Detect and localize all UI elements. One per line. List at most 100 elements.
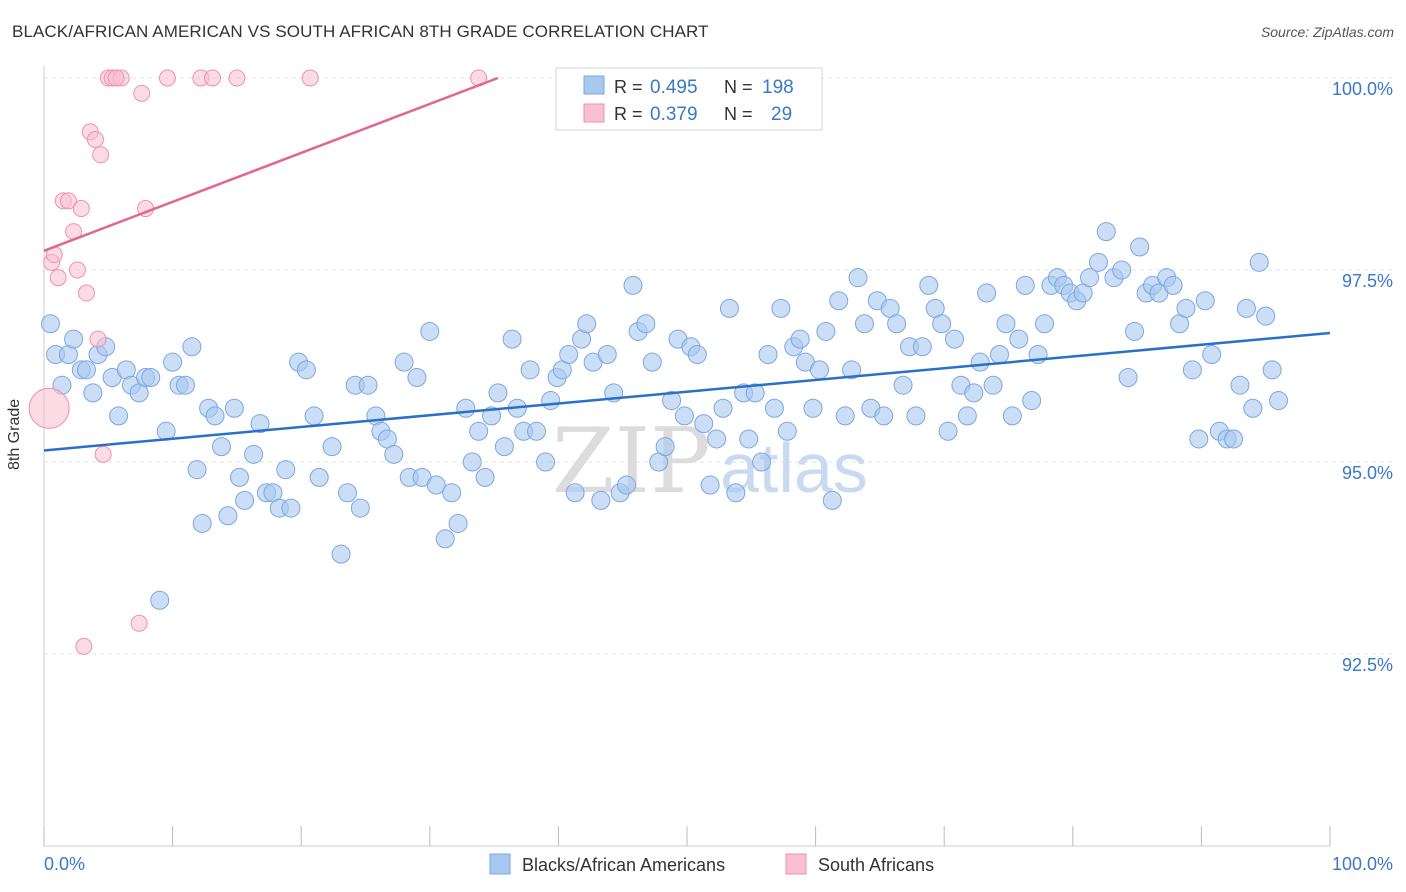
y-tick-labels: 92.5% 95.0% 97.5% 100.0% [1332, 79, 1393, 675]
data-point-blacks [482, 406, 502, 426]
data-point-blacks [488, 383, 508, 403]
data-point-blacks [1118, 368, 1138, 388]
data-point-blacks [700, 475, 720, 495]
data-point-blacks [448, 513, 468, 533]
data-point-blacks [874, 406, 894, 426]
y-tick-label: 97.5% [1342, 271, 1393, 291]
data-point-blacks [565, 483, 585, 503]
data-point-blacks [964, 383, 984, 403]
trend-line-blacks [43, 331, 1331, 452]
data-point-blacks [141, 368, 161, 388]
data-point-blacks [309, 467, 329, 487]
data-point-blacks [1002, 406, 1022, 426]
data-point-blacks [426, 475, 446, 495]
data-point-blacks [739, 429, 759, 449]
data-point-blacks [816, 321, 836, 341]
data-point-south-africans [75, 637, 93, 655]
data-point-south-africans [228, 69, 246, 87]
data-point-blacks [541, 391, 561, 411]
data-point-blacks [218, 506, 238, 526]
data-point-blacks [1224, 429, 1244, 449]
data-point-blacks [977, 283, 997, 303]
data-point-blacks [803, 398, 823, 418]
data-point-south-africans [68, 261, 86, 279]
data-point-blacks [1125, 321, 1145, 341]
legend-n-value-2: 29 [771, 104, 792, 125]
data-point-blacks [469, 421, 489, 441]
data-point-blacks [281, 498, 301, 518]
data-point-blacks [109, 406, 129, 426]
data-point-blacks [642, 352, 662, 372]
legend-n-value-1: 198 [762, 77, 794, 98]
data-point-blacks [1080, 268, 1100, 288]
data-point-blacks [809, 360, 829, 380]
data-point-blacks [944, 329, 964, 349]
data-point-blacks [462, 452, 482, 472]
data-point-blacks [893, 375, 913, 395]
data-point-blacks [502, 329, 522, 349]
data-point-blacks [1035, 314, 1055, 334]
data-point-blacks [752, 452, 772, 472]
data-point-blacks [304, 406, 324, 426]
data-point-south-africans [94, 445, 112, 463]
data-point-blacks [276, 460, 296, 480]
data-point-blacks [40, 314, 60, 334]
data-point-blacks [674, 406, 694, 426]
data-point-blacks [989, 344, 1009, 364]
data-point-blacks [350, 498, 370, 518]
data-point-blacks [224, 398, 244, 418]
data-point-blacks [1256, 306, 1276, 326]
data-point-blacks [617, 475, 637, 495]
data-point-south-africans [59, 192, 77, 210]
data-point-blacks [713, 398, 733, 418]
data-point-blacks [829, 291, 849, 311]
data-point-blacks [636, 314, 656, 334]
data-point-blacks [1022, 391, 1042, 411]
data-point-blacks [777, 421, 797, 441]
data-point-blacks [1015, 275, 1035, 295]
data-point-blacks [687, 344, 707, 364]
data-point-south-africans [133, 84, 151, 102]
data-point-blacks [996, 314, 1016, 334]
data-point-blacks [1195, 291, 1215, 311]
data-point-blacks [835, 406, 855, 426]
data-point-blacks [662, 391, 682, 411]
data-point-blacks [1176, 298, 1196, 318]
data-point-blacks [938, 421, 958, 441]
data-point-blacks [536, 452, 556, 472]
x-tick-labels: 0.0% 100.0% [44, 854, 1393, 874]
data-point-blacks [331, 544, 351, 564]
series-blacks-points [40, 222, 1289, 610]
data-point-blacks [758, 344, 778, 364]
data-point-blacks [394, 352, 414, 372]
data-point-blacks [919, 275, 939, 295]
data-point-blacks [527, 421, 547, 441]
data-point-blacks [842, 360, 862, 380]
data-point-blacks [1163, 275, 1183, 295]
data-point-south-africans [92, 146, 110, 164]
x-tick-label: 0.0% [44, 854, 85, 874]
data-point-blacks [854, 314, 874, 334]
data-point-blacks [250, 414, 270, 434]
data-point-blacks [83, 383, 103, 403]
source-label: Source: ZipAtlas.com [1260, 24, 1394, 40]
data-point-blacks [848, 268, 868, 288]
data-point-blacks [1243, 398, 1263, 418]
data-point-blacks [1089, 252, 1109, 272]
data-point-blacks [435, 529, 455, 549]
data-point-blacks [456, 398, 476, 418]
data-point-blacks [244, 444, 264, 464]
data-point-blacks [494, 437, 514, 457]
data-point-blacks [932, 314, 952, 334]
data-point-blacks [175, 375, 195, 395]
data-point-blacks [719, 298, 739, 318]
data-point-blacks [229, 467, 249, 487]
legend-r-value-2: 0.379 [650, 104, 698, 125]
bottom-legend-swatch-blue [489, 853, 511, 875]
data-point-blacks [182, 337, 202, 357]
x-tick-label: 100.0% [1332, 854, 1393, 874]
data-point-blacks [187, 460, 207, 480]
data-point-blacks [358, 375, 378, 395]
data-point-blacks [577, 314, 597, 334]
data-point-blacks [1230, 375, 1250, 395]
